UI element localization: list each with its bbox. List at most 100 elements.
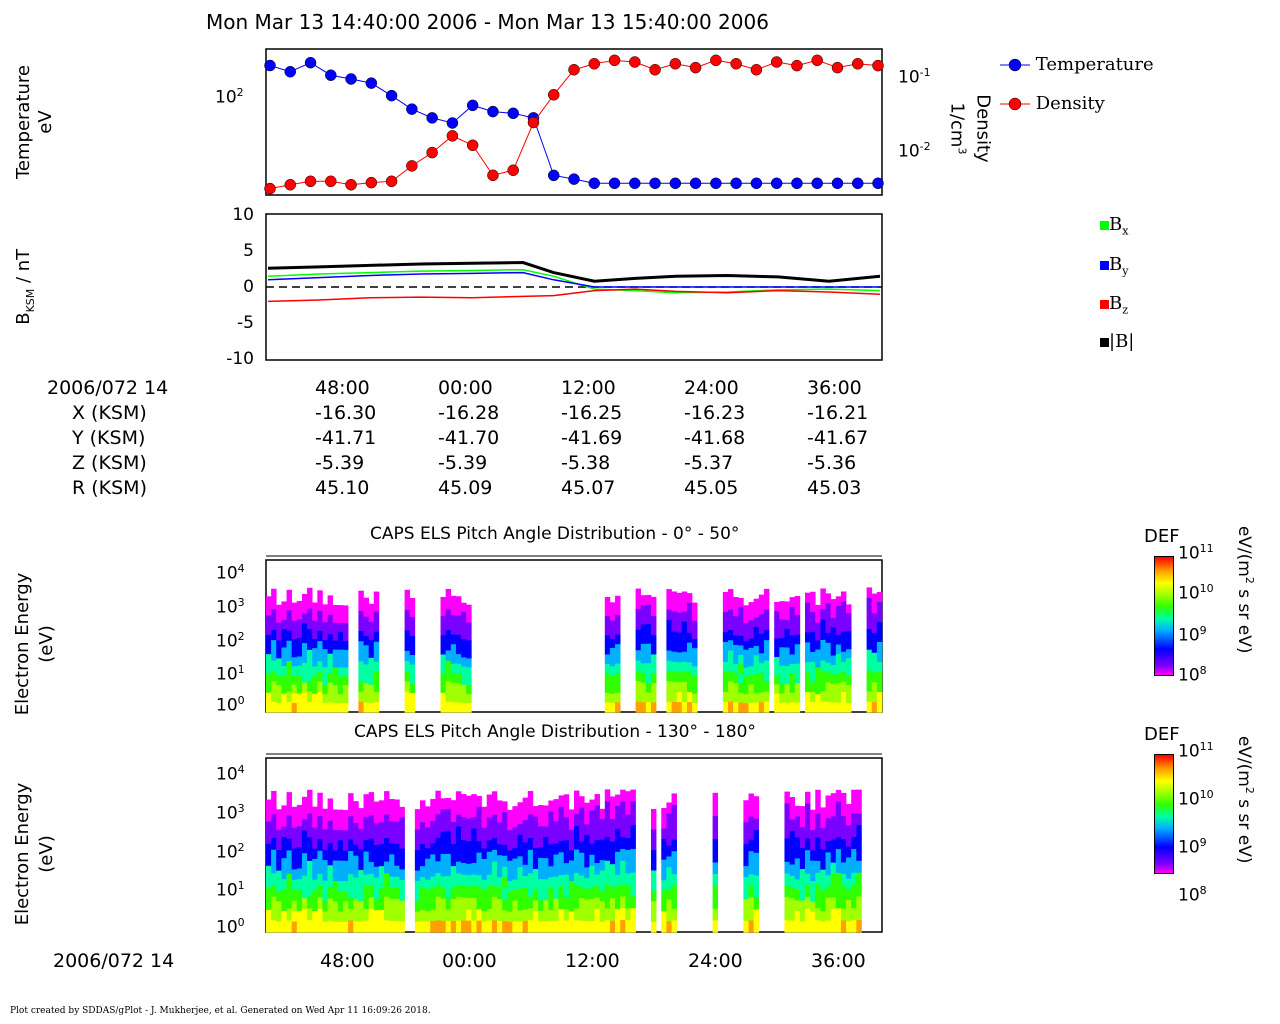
spectrogram-cell — [645, 614, 652, 625]
spectrogram-cell — [291, 911, 298, 923]
spectrogram-cell — [353, 877, 359, 889]
spectrogram-cell — [579, 807, 585, 820]
spectrogram-cell — [671, 804, 677, 818]
spectrogram-cell — [363, 673, 369, 684]
spectrogram-cell — [266, 692, 272, 703]
spectrogram-cell — [507, 840, 513, 852]
spectrogram-cell — [368, 603, 375, 614]
spectrogram-cell — [805, 896, 811, 910]
spectrogram-cell — [353, 899, 359, 911]
temperature-point — [365, 77, 378, 89]
spectrogram-cell — [343, 632, 349, 642]
spectrogram-cell — [820, 807, 826, 819]
spectrogram-cell — [327, 831, 334, 844]
temperature-point — [406, 103, 418, 115]
spectrogram-cell — [728, 609, 734, 621]
spectrogram-cell — [789, 898, 796, 911]
spectrogram-cell — [322, 819, 328, 830]
density-point — [466, 139, 479, 152]
spectrogram-cell — [830, 851, 837, 864]
spectrogram-cell — [450, 811, 457, 823]
ephem-value: -5.36 — [807, 452, 857, 474]
spectrogram-cell — [763, 629, 770, 641]
spectrogram-cell — [368, 803, 375, 816]
spectrogram-cell — [671, 611, 677, 623]
spectrogram-cell — [363, 635, 369, 646]
spectrogram-cell — [876, 631, 883, 643]
spectrogram-cell — [604, 654, 611, 665]
spectrogram-cell — [517, 802, 523, 814]
spectrogram-cell — [676, 652, 683, 663]
spectrogram-cell — [327, 854, 334, 866]
spectrogram-cell — [322, 649, 328, 659]
spectrogram-cell — [532, 816, 539, 828]
temperature-point — [811, 177, 823, 190]
spectrogram-cell — [645, 672, 652, 684]
spectrogram-cell — [666, 681, 672, 693]
spectrogram-cell — [748, 816, 754, 829]
spectrogram-cell — [414, 880, 421, 892]
spectrogram-cell — [620, 860, 626, 874]
spectrogram-cell — [461, 611, 467, 622]
spectrogram-cell — [609, 675, 616, 686]
spectrogram-cell — [876, 701, 883, 713]
spectrogram-cell — [307, 920, 313, 933]
spectrogram-cell — [322, 839, 328, 851]
spectrogram-cell — [281, 656, 287, 667]
spectrogram-cell — [440, 865, 446, 877]
spectrogram-cell — [312, 639, 318, 649]
spectrogram-cell — [805, 920, 811, 933]
spectrogram-cell — [286, 650, 292, 662]
spectrogram-cell — [353, 910, 359, 922]
density-point — [730, 58, 742, 70]
spectrogram-cell — [825, 897, 831, 910]
spectrogram-cell — [486, 886, 493, 899]
spectrogram-cell — [455, 692, 462, 703]
spectrogram-cell — [373, 671, 380, 683]
spectrogram-cell — [466, 658, 472, 668]
spectrogram-cell — [743, 855, 749, 867]
spectrogram-cell — [404, 630, 411, 642]
spec2-cbar-tick-9: 109 — [1178, 836, 1207, 858]
spectrogram-cell — [692, 675, 698, 686]
density-marker-icon — [1000, 97, 1030, 111]
spectrogram-cell — [368, 815, 375, 828]
ephem-row-label: Y (KSM) — [72, 427, 146, 449]
spectrogram-cell — [276, 891, 282, 902]
spectrogram-cell — [835, 625, 842, 636]
spectrogram-cell — [471, 920, 477, 933]
spectrogram-cell — [712, 839, 719, 852]
spectrogram-cell — [579, 841, 585, 854]
spectrogram-cell — [835, 702, 842, 713]
spectrogram-cell — [840, 804, 847, 817]
spectrogram-cell — [507, 820, 513, 831]
spectrogram-cell — [368, 675, 375, 686]
spectrogram-cell — [830, 885, 837, 898]
spectrogram-cell — [789, 830, 796, 843]
spectrogram-cell — [615, 653, 621, 665]
spectrogram-cell — [810, 840, 816, 851]
spectrogram-cell — [343, 891, 349, 903]
spectrogram-cell — [728, 589, 734, 600]
spectrogram-cell — [276, 911, 282, 923]
spectrogram-cell — [615, 605, 621, 616]
spectrogram-cell — [471, 909, 477, 922]
spectrogram-cell — [271, 826, 277, 839]
spectrogram-cell — [378, 877, 385, 889]
spectrogram-cell — [753, 645, 760, 656]
spectrogram-cell — [846, 622, 852, 632]
ephem-value: -5.37 — [684, 452, 734, 474]
spectrogram-cell — [348, 897, 354, 910]
spectrogram-cell — [615, 817, 621, 830]
spectrogram-cell — [553, 887, 559, 900]
spectrogram-cell — [763, 609, 770, 621]
spectrogram-cell — [266, 644, 272, 655]
spectrogram-cell — [871, 613, 878, 624]
spectrogram-cell — [276, 860, 282, 872]
spectrogram-cell — [635, 619, 642, 631]
temperature-point — [325, 69, 337, 81]
spectrogram-cell — [820, 869, 826, 881]
spectrogram-cell — [548, 855, 554, 867]
spectrogram-cell — [558, 875, 565, 887]
spectrogram-cell — [815, 825, 821, 838]
